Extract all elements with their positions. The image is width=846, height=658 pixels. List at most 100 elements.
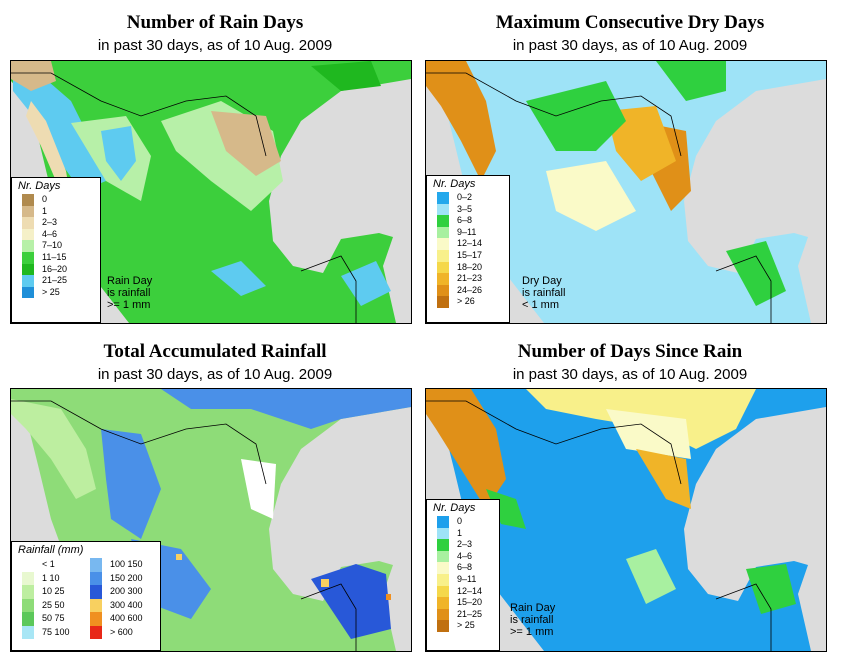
panel-title: Maximum Consecutive Dry Days: [495, 12, 765, 33]
legend-items: 0 1 2–3 4–6 6–8 9–11 12–14 15–20 21–25 > 25: [427, 516, 499, 632]
legend-item: 21–23: [427, 273, 509, 285]
legend-items: < 1 100 150 1 10 150 200 10 25 200 300 25 50 30…: [12, 558, 160, 639]
legend-title: Nr. Days: [433, 502, 476, 514]
legend-swatch: [22, 585, 34, 599]
legend-item: 3–5: [427, 203, 509, 216]
legend-item: 1 10 150 200: [12, 571, 160, 585]
note-line: is rainfall: [522, 287, 566, 299]
legend-swatch: [437, 284, 449, 297]
legend-label: 4–6: [42, 228, 58, 239]
legend-item: 6–8: [427, 562, 499, 574]
legend-label: 25 50: [42, 599, 65, 610]
legend-swatch: [437, 296, 449, 308]
map-days-since-rain: Nr. Days 0 1 2–3 4–6 6–8 9–11 12–14 15–20 21–25 >…: [425, 388, 827, 652]
legend-swatch: [90, 598, 102, 612]
note-line: Rain Day: [510, 602, 556, 614]
note-line: is rainfall: [510, 614, 554, 626]
legend-label: 1 10: [42, 572, 60, 583]
legend-label: 18–20: [457, 261, 483, 272]
legend-swatch: [90, 585, 102, 599]
legend-item: 18–20: [427, 261, 509, 274]
legend-item: 15–17: [427, 249, 509, 262]
legend-label: > 25: [42, 286, 60, 297]
legend-label: 4–6: [457, 550, 473, 561]
note-line: < 1 mm: [522, 299, 559, 311]
legend-label: 16–20: [42, 263, 68, 274]
legend-swatch: [22, 275, 34, 287]
legend-item: 6–8: [427, 215, 509, 227]
map-graphic: [426, 61, 826, 323]
legend-item: 9–11: [427, 226, 509, 239]
legend-swatch: [22, 598, 34, 612]
legend-swatch: [22, 217, 34, 229]
legend-item: 11–15: [12, 251, 100, 264]
legend-swatch: [437, 192, 449, 204]
legend-label: 12–14: [457, 585, 483, 596]
legend-label: 10 25: [42, 586, 65, 596]
legend-label: > 26: [457, 296, 475, 307]
legend-label: 2–3: [457, 539, 473, 550]
legend-swatch: [22, 625, 34, 639]
legend-label: 75 100: [42, 626, 70, 637]
legend-label: 21–23: [457, 273, 483, 284]
legend-item: 4–6: [12, 228, 100, 241]
legend-swatch: [437, 550, 449, 563]
legend-swatch: [437, 261, 449, 274]
map-total-rainfall: Rainfall (mm) < 1 100 150 1 10 150 200 10 25…: [10, 388, 412, 652]
panel-subtitle: in past 30 days, as of 10 Aug. 2009: [512, 366, 748, 383]
legend-label: 200 300: [110, 586, 143, 596]
legend-label: 1: [42, 205, 48, 216]
legend-swatch: [22, 263, 34, 276]
legend-label: 150 200: [110, 572, 143, 583]
legend: Nr. Days 0 1 2–3 4–6 7–10 11–15 16–20 21–25 > 25: [11, 177, 101, 323]
legend-label: 15–17: [457, 249, 483, 260]
note-line: Dry Day: [522, 275, 562, 287]
legend-item: 4–6: [427, 550, 499, 563]
legend-item: 12–14: [427, 238, 509, 250]
legend-label: 9–11: [457, 226, 477, 237]
legend-label: 7–10: [42, 240, 63, 251]
legend-swatch: [22, 612, 34, 626]
legend-label: 12–14: [457, 238, 483, 249]
legend-label: 24–26: [457, 284, 483, 295]
legend-swatch: [22, 228, 34, 241]
legend-item: 1: [427, 527, 499, 540]
legend-swatch: [437, 539, 449, 551]
legend-label: < 1: [42, 559, 55, 569]
legend: Nr. Days 0–2 3–5 6–8 9–11 12–14 15–17 18–20 21–…: [426, 175, 510, 323]
legend-item: 12–14: [427, 585, 499, 598]
legend-label: 100 150: [110, 559, 143, 569]
legend-swatch: [22, 251, 34, 264]
legend-item: 21–25: [12, 275, 100, 287]
legend-label: 3–5: [457, 203, 473, 214]
legend-label: 6–8: [457, 215, 473, 226]
map-rain-days: Nr. Days 0 1 2–3 4–6 7–10 11–15 16–20 21–25 > 25…: [10, 60, 412, 324]
legend-label: 9–11: [457, 573, 477, 584]
legend-item: > 26: [427, 296, 509, 308]
legend-label: 21–25: [457, 608, 483, 619]
panel-title: Number of Rain Days: [126, 12, 304, 33]
legend-item: > 25: [427, 620, 499, 632]
legend-swatch: [22, 194, 34, 206]
note-line: Rain Day: [107, 275, 153, 287]
legend-item: 10 25 200 300: [12, 585, 160, 599]
legend-label: 0: [42, 194, 48, 204]
map-graphic: [11, 61, 411, 323]
legend-item: 2–3: [427, 539, 499, 551]
legend-label: 6–8: [457, 562, 473, 573]
legend-item: 2–3: [12, 217, 100, 229]
note-line: >= 1 mm: [107, 299, 151, 311]
panel-title: Total Accumulated Rainfall: [103, 341, 327, 362]
map-graphic: [426, 389, 826, 651]
legend-label: 11–15: [42, 251, 67, 262]
legend-item: 9–11: [427, 573, 499, 586]
legend-swatch: [90, 625, 102, 639]
legend-label: 50 75: [42, 613, 65, 623]
legend-label: 300 400: [110, 599, 143, 610]
legend-swatch: [437, 516, 449, 528]
legend-item: 75 100 > 600: [12, 625, 160, 639]
legend-item: 15–20: [427, 597, 499, 609]
legend-swatch: [437, 573, 449, 586]
legend-title: Nr. Days: [433, 178, 476, 190]
legend-item: 7–10: [12, 240, 100, 252]
